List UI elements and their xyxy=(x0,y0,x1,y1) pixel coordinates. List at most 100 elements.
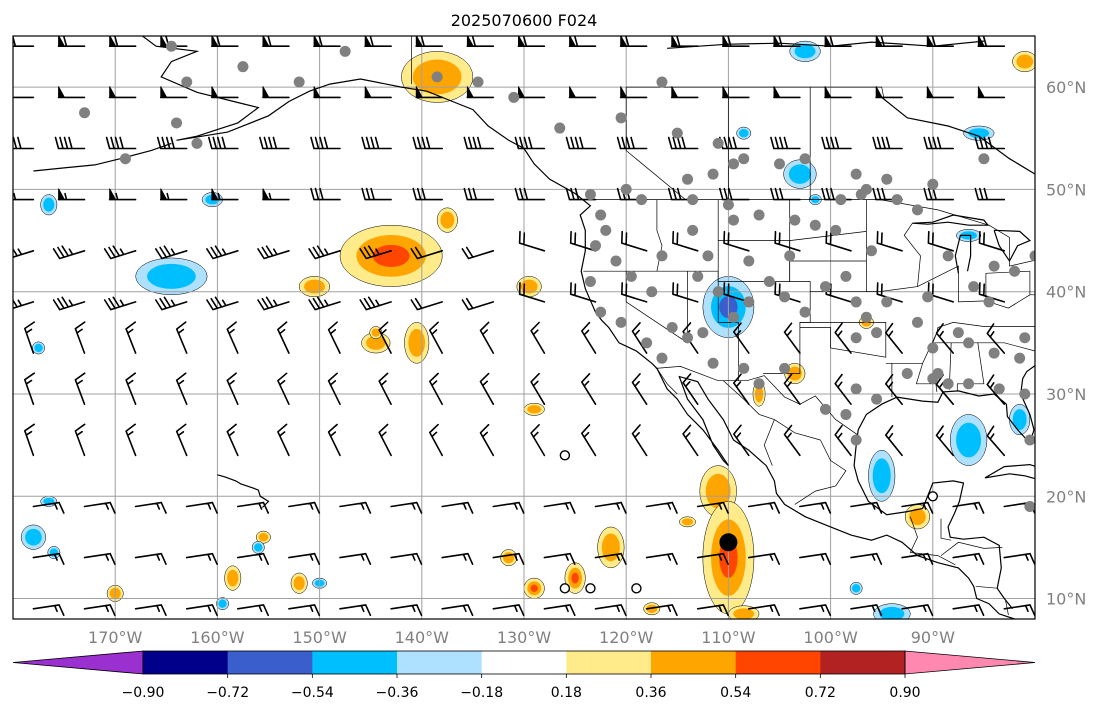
station-dot xyxy=(840,408,852,420)
coastline xyxy=(33,142,172,172)
colorbar-extend-low xyxy=(12,650,144,675)
wind-barb xyxy=(748,501,780,514)
wind-barb xyxy=(277,321,290,354)
wind-barb xyxy=(530,372,546,405)
station-dot xyxy=(860,183,872,195)
wind-barb xyxy=(631,373,648,405)
station-dot xyxy=(850,383,862,395)
map-frame xyxy=(12,35,1036,620)
wind-barb xyxy=(339,501,372,514)
wind-barb xyxy=(927,230,954,252)
colorbar-segment xyxy=(312,651,398,674)
station-dot xyxy=(702,250,714,262)
wind-barb xyxy=(876,230,903,252)
station-dot xyxy=(963,337,975,349)
station-dot xyxy=(799,153,811,165)
station-dot xyxy=(1014,352,1026,364)
latitude-labels: 60°N 50°N 40°N 30°N 20°N 10°N xyxy=(1046,78,1086,608)
wind-barb xyxy=(74,321,86,354)
wind-barb xyxy=(288,604,321,617)
wind-barb xyxy=(288,552,321,565)
longitude-labels: 170°W 160°W 150°W 140°W 130°W 120°W 110°W 100°W… xyxy=(88,628,955,647)
wind-barb xyxy=(774,230,801,252)
wind-barb xyxy=(616,136,648,150)
longitude-label: 120°W xyxy=(599,628,654,647)
colorbar-frame xyxy=(142,650,906,675)
wind-barb xyxy=(1003,552,1035,565)
wind-barb-flag xyxy=(364,36,372,47)
wind-barb xyxy=(105,136,137,150)
wind-barb xyxy=(359,245,392,260)
open-circle-marker xyxy=(631,583,642,594)
wind-barb xyxy=(134,552,167,565)
station-dot xyxy=(181,76,193,88)
station-dot xyxy=(988,260,1000,272)
colorbar-tick-labels: −0.90 −0.72 −0.54 −0.36 −0.18 0.18 0.36 0.54 0.7… xyxy=(122,674,921,701)
wind-barb xyxy=(410,246,443,260)
positive-region xyxy=(503,552,515,564)
station-dot xyxy=(881,173,893,185)
wind-barb xyxy=(530,321,546,354)
station-dot xyxy=(692,270,704,282)
wind-barb xyxy=(175,372,188,405)
station-dot xyxy=(922,291,934,303)
wind-barb-flag xyxy=(875,86,883,98)
station-dot xyxy=(293,76,305,88)
station-dot xyxy=(595,306,607,318)
station-dot xyxy=(615,316,627,328)
wind-barb xyxy=(52,245,86,260)
wind-barb-flag xyxy=(466,36,474,47)
political-border xyxy=(975,585,999,589)
station-dot xyxy=(779,362,791,374)
station-dot xyxy=(595,209,607,221)
wind-barb-flag xyxy=(109,86,117,98)
station-dot xyxy=(707,357,719,369)
wind-barb xyxy=(901,604,934,617)
station-dot xyxy=(636,194,648,206)
wind-barb-flag xyxy=(620,86,628,98)
negative-region xyxy=(43,197,55,212)
station-dot xyxy=(508,91,520,103)
negative-region xyxy=(879,606,905,619)
station-dot xyxy=(784,250,796,262)
wind-barb-flag xyxy=(518,86,526,98)
station-dot xyxy=(988,347,1000,359)
wind-barb xyxy=(259,136,290,150)
colorbar-segment xyxy=(566,651,652,674)
wind-barb xyxy=(581,424,597,457)
wind-barb xyxy=(514,187,546,201)
wind-barb xyxy=(237,552,269,565)
positive-region xyxy=(520,279,538,294)
open-circle-marker xyxy=(559,450,571,461)
wind-barb xyxy=(621,282,648,303)
station-dot xyxy=(968,281,980,293)
figure-title: 2025070600 F024 xyxy=(451,11,598,30)
station-dot xyxy=(819,281,831,293)
political-border xyxy=(763,419,775,466)
coastline xyxy=(141,36,1015,619)
wind-barb xyxy=(821,136,852,150)
wind-barb xyxy=(327,423,341,457)
station-dot xyxy=(927,342,939,354)
wind-barb-flag xyxy=(58,86,66,98)
station-dot xyxy=(620,183,632,195)
wind-barb xyxy=(390,501,423,514)
station-dot xyxy=(687,194,699,206)
station-dot xyxy=(830,224,842,236)
station-dot xyxy=(656,250,668,262)
negative-region xyxy=(956,422,982,458)
colorbar-tick-label: −0.90 xyxy=(122,685,165,701)
station-dot xyxy=(671,127,683,139)
wind-barb xyxy=(543,552,576,565)
wind-barb xyxy=(83,552,116,565)
longitude-label: 110°W xyxy=(701,628,756,647)
wind-barb xyxy=(378,423,392,457)
station-dot xyxy=(1024,500,1035,512)
wind-barb xyxy=(206,245,239,260)
wind-barb-flag xyxy=(211,188,219,200)
wind-barb xyxy=(412,187,443,201)
positive-region xyxy=(366,335,386,350)
longitude-label: 130°W xyxy=(497,628,552,647)
wind-barb xyxy=(461,297,495,311)
wind-barb xyxy=(530,424,546,457)
